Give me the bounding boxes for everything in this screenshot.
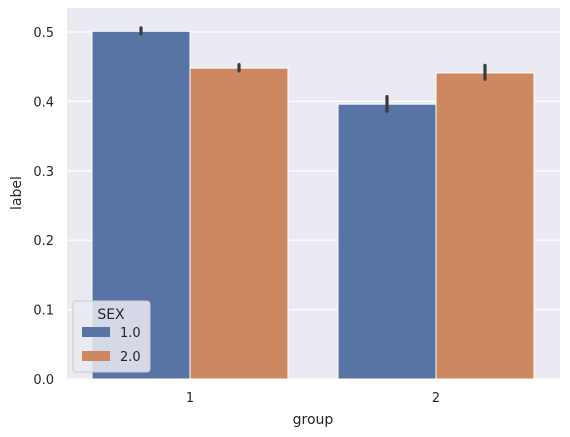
x-tick-label: 1 <box>186 391 194 406</box>
y-tick-label: 0.3 <box>33 165 54 180</box>
legend: SEX 1.0 2.0 <box>72 300 151 373</box>
bars <box>91 30 535 380</box>
legend-swatch-1 <box>82 327 110 337</box>
y-tick-label: 0.2 <box>33 234 54 249</box>
y-tick-labels: 0.0 0.1 0.2 0.3 0.4 0.5 <box>33 26 54 388</box>
x-tick-label: 2 <box>432 391 440 406</box>
legend-label-2: 2.0 <box>120 350 141 365</box>
y-tick-label: 0.1 <box>33 304 54 319</box>
y-tick-label: 0.4 <box>33 95 54 110</box>
legend-title: SEX <box>97 307 125 323</box>
bar-2.0-group-1 <box>189 67 289 380</box>
bar-2.0-group-2 <box>435 72 535 380</box>
y-axis-label: label <box>9 176 25 210</box>
error-bars <box>139 26 487 113</box>
legend-label-1: 1.0 <box>120 326 141 341</box>
bar-1.0-group-2 <box>337 103 437 380</box>
x-axis-label: group <box>293 412 334 428</box>
legend-swatch-2 <box>82 351 110 361</box>
y-tick-label: 0.0 <box>33 373 54 388</box>
y-tick-label: 0.5 <box>33 26 54 41</box>
